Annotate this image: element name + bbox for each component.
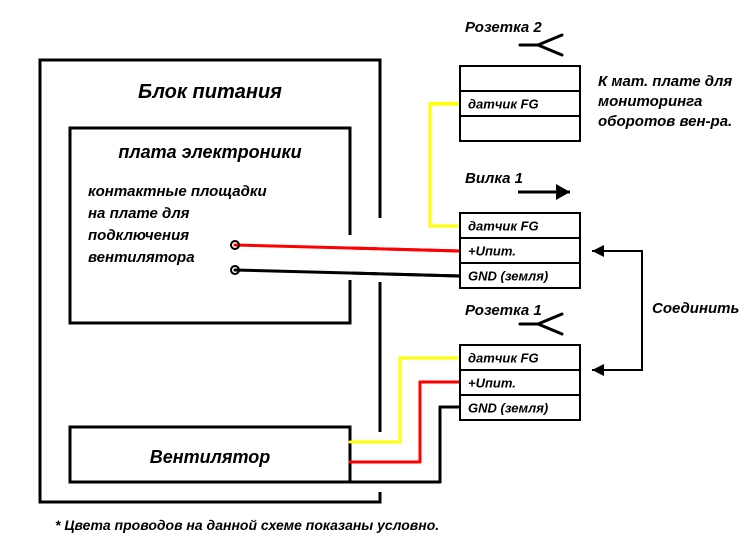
psu-title: Блок питания <box>138 81 282 103</box>
fan-title: Вентилятор <box>150 447 270 467</box>
rosetka2-label: Розетка 2 <box>465 19 542 36</box>
electronics-body-3: вентилятора <box>88 249 195 266</box>
wire-yellow-rosetka1 <box>350 358 460 442</box>
rosetka2-side-0: К мат. плате для <box>598 73 732 90</box>
vilka1-label: Вилка 1 <box>465 170 523 187</box>
electronics-body-2: подключения <box>88 227 189 244</box>
vilka1-arrow-head <box>556 184 570 200</box>
join-arrow-bot <box>592 364 604 376</box>
wire-red-r1-top <box>350 382 460 462</box>
rosetka1-label: Розетка 1 <box>465 302 542 319</box>
wire-red-rosetka1 <box>350 382 460 462</box>
vilka1-row-0: датчик FG <box>468 219 539 234</box>
vilka1-row-2: GND (земля) <box>468 269 548 284</box>
vilka1-row-1: +Uпит. <box>468 244 516 259</box>
join-label: Соединить <box>652 300 740 317</box>
rosetka2-tail <box>520 35 562 55</box>
rosetka1-row-0: датчик FG <box>468 351 539 366</box>
electronics-body-1: на плате для <box>88 205 190 222</box>
rosetka1-row-1: +Uпит. <box>468 376 516 391</box>
wire-yellow-top <box>430 104 460 227</box>
join-bracket <box>592 251 642 370</box>
electronics-body-0: контактные площадки <box>88 183 267 200</box>
rosetka2-side-2: оборотов вен-ра. <box>598 113 732 130</box>
rosetka2-row-1: датчик FG <box>468 97 539 112</box>
rosetka1-row-2: GND (земля) <box>468 401 548 416</box>
rosetka2-side-1: мониторинга <box>598 93 702 110</box>
wire-yellow-splice <box>430 104 460 226</box>
electronics-title: плата электроники <box>118 142 301 162</box>
footnote: * Цвета проводов на данной схеме показан… <box>55 517 439 533</box>
wire-black-rosetka1 <box>350 407 460 482</box>
wire-yellow-r1-top <box>350 358 460 442</box>
join-arrow-top <box>592 245 604 257</box>
wire-black-r1-top <box>350 407 460 482</box>
